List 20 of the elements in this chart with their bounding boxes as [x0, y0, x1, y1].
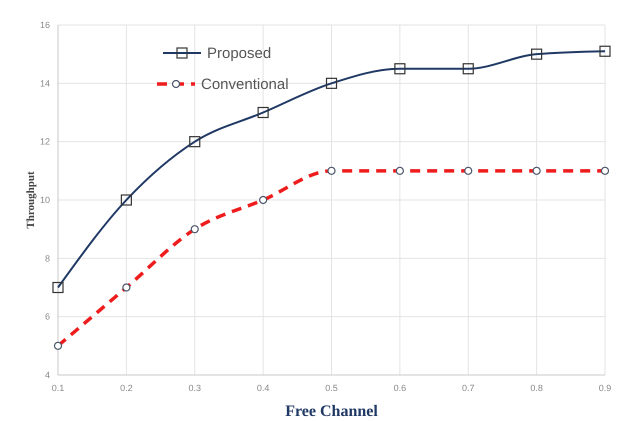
y-tick-label: 8: [44, 253, 50, 264]
y-tick-label: 14: [40, 78, 50, 88]
x-axis-title: Free Channel: [285, 403, 378, 420]
y-tick-label: 4: [44, 370, 50, 380]
x-tick-label: 0.8: [530, 383, 543, 393]
x-tick-label: 0.5: [325, 383, 338, 393]
x-tick-label: 0.7: [462, 383, 475, 393]
x-tick-label: 0.9: [598, 383, 612, 393]
y-tick-label: 16: [40, 20, 50, 30]
y-tick-label: 12: [40, 136, 50, 147]
legend-label: Conventional: [201, 76, 289, 93]
x-tick-label: 0.2: [120, 383, 133, 393]
x-tick-label: 0.1: [52, 383, 64, 393]
x-tick-label: 0.4: [256, 383, 270, 393]
x-tick-label: 0.3: [188, 383, 202, 393]
y-axis-title: Throughput: [25, 171, 37, 229]
y-tick-label: 6: [44, 312, 50, 322]
y-tick-label: 10: [40, 195, 50, 205]
x-tick-label: 0.6: [394, 383, 406, 393]
legend-label: Proposed: [207, 45, 272, 62]
